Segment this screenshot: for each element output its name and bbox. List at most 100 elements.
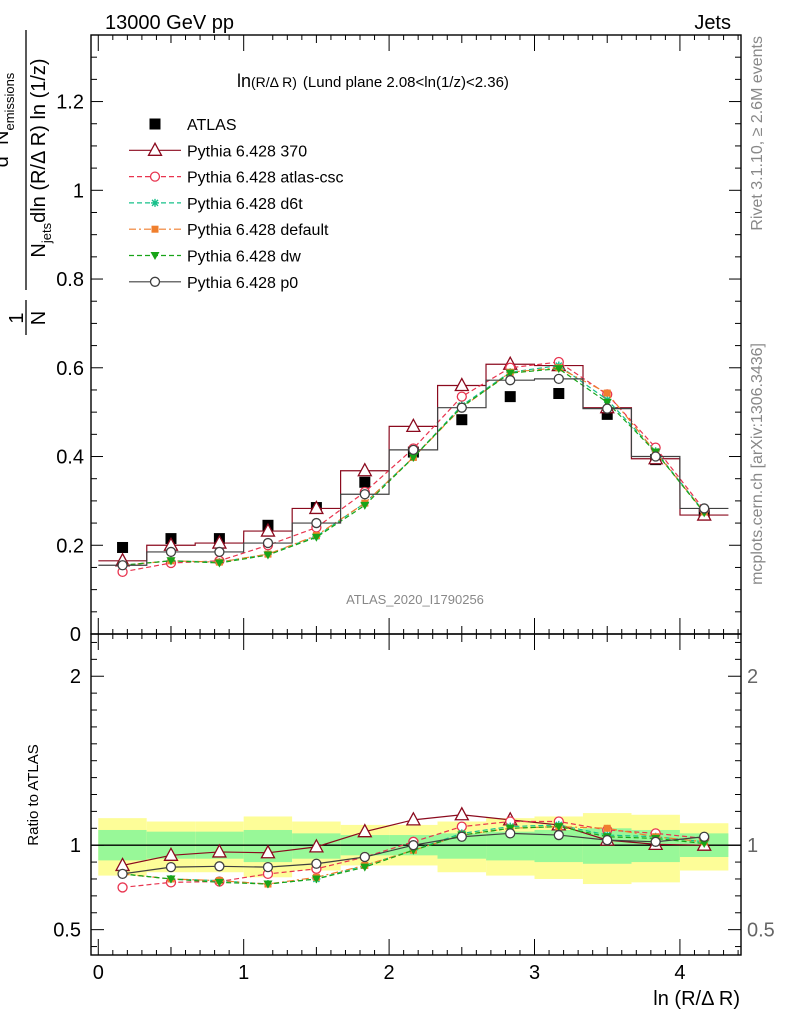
ratio-ytick-label-right: 0.5 [747,920,775,942]
ratio-point-p370 [454,806,470,821]
ratio-point-p370 [357,823,373,838]
ratio-point-default [603,824,611,832]
point-dw [166,557,176,566]
ratio-point-dw [699,839,709,848]
main-ytick-label: 0.4 [56,447,84,469]
series-default [119,364,708,569]
point-p0 [650,451,661,462]
ratio-point-p0 [165,861,177,873]
legend-entry-default: Pythia 6.428 default [129,222,329,239]
point-dw [554,365,564,374]
legend-label-data: ATLAS [187,117,237,134]
series-line-d6t [122,364,705,566]
series-dw [118,365,709,570]
point-p370 [454,377,470,392]
series-line-dw [122,368,705,566]
main-title-ln: ln [237,71,251,91]
ylabel-num-n: N [0,130,13,144]
ratio-series-p0 [117,828,710,880]
ratio-point-p0 [311,858,322,869]
ylabel-den-sub: jets [39,222,54,244]
point-data [601,408,613,420]
point-p370 [260,522,276,537]
ylabel-denominator: Njetsdln (R/Δ R) ln (1/z) [28,58,54,257]
legend-entry-dw: Pythia 6.428 dw [129,249,301,266]
point-p370 [308,500,324,515]
legend-marker-atlascsc [149,171,161,182]
axes-group: 0.2 0.4 0.6 0.8 1 1.2 0 0 1 2 3 4 0.5 0.5 1 1 2 2 [53,34,775,984]
ylabel-den-n2: N [28,243,50,257]
point-p0 [117,560,128,571]
point-dw [214,559,224,568]
legend-marker-data [149,118,161,130]
point-data [117,541,129,553]
ratio-point-p0 [505,828,516,839]
legend-marker-p0 [149,276,161,287]
ratio-point-p0 [359,851,370,863]
ratio-point-dw [214,878,224,887]
point-dw [360,501,370,510]
point-p370 [357,462,373,477]
ylabel-den-rest: dln (R/Δ R) ln (1/z) [28,58,50,223]
main-ytick-label: 0 [70,624,81,646]
main-title-arg: (R/Δ R) [251,74,297,90]
ratio-point-p370 [308,838,324,853]
legend: ATLAS Pythia 6.428 370 Pythia 6.428 atlas-… [129,117,344,292]
series-p0 [98,373,729,571]
point-atlascsc [456,391,467,402]
point-p0 [505,375,516,386]
ratio-xtick-label: 0 [93,962,104,984]
point-data [553,388,565,400]
ratio-ytick-label-left: 0.5 [53,920,81,942]
ratio-point-dw [263,880,273,889]
mcplots-label: mcplots.cern.ch [arXiv:1306.3436] [749,343,766,585]
ratio-point-p0 [214,861,225,872]
ratio-point-dw [554,823,564,832]
point-p0 [408,444,419,456]
main-ytick-label: 0.2 [56,535,84,557]
ratio-point-p370 [260,844,276,859]
main-title: ln(R/Δ R) (Lund plane 2.08<ln(1/z)<2.36) [237,71,509,91]
legend-label-default: Pythia 6.428 default [187,222,329,239]
point-dw [505,369,515,378]
ratio-point-p0 [117,868,128,880]
header-left: 13000 GeV pp [105,12,234,34]
ylabel-den-n: N [28,311,50,325]
ylabel-num-d: d [0,156,13,167]
legend-entry-p0: Pythia 6.428 p0 [129,275,298,292]
legend-marker-p370 [147,141,163,156]
ylabel-num-2: 2 [0,149,2,156]
legend-entry-atlascsc: Pythia 6.428 atlas-csc [129,170,344,187]
point-p0 [311,517,322,529]
point-dw [311,533,321,542]
point-dw [408,453,418,462]
ratio-point-dw [360,863,370,872]
ratio-ytick-label-right: 1 [747,835,758,857]
series-line-p370 [98,363,729,562]
series-line-default [122,367,705,566]
ylabel-num-sub: emissions [2,72,17,130]
main-series-group [98,355,729,578]
legend-marker-d6t [151,198,159,207]
point-dw [602,398,612,407]
x-axis-label: ln (R/Δ R) [653,988,740,1010]
legend-entry-data: ATLAS [149,117,237,134]
series-data [117,388,710,553]
ratio-ytick-label-left: 1 [70,835,81,857]
legend-marker-default [151,225,159,233]
ratio-point-atlascsc [117,882,128,893]
series-line-atlascsc [122,361,705,573]
ratio-xtick-label: 3 [529,962,540,984]
point-data [359,476,371,488]
point-p0 [602,403,613,414]
ratio-xtick-label: 2 [384,962,395,984]
ratio-ytick-label-right: 2 [747,666,758,688]
point-p0 [359,489,370,500]
legend-label-dw: Pythia 6.428 dw [187,249,301,266]
main-title-rest: (Lund plane 2.08<ln(1/z)<2.36) [303,74,509,91]
point-p0 [699,503,710,514]
ratio-point-p0 [602,834,613,846]
ratio-point-p0 [262,861,274,873]
